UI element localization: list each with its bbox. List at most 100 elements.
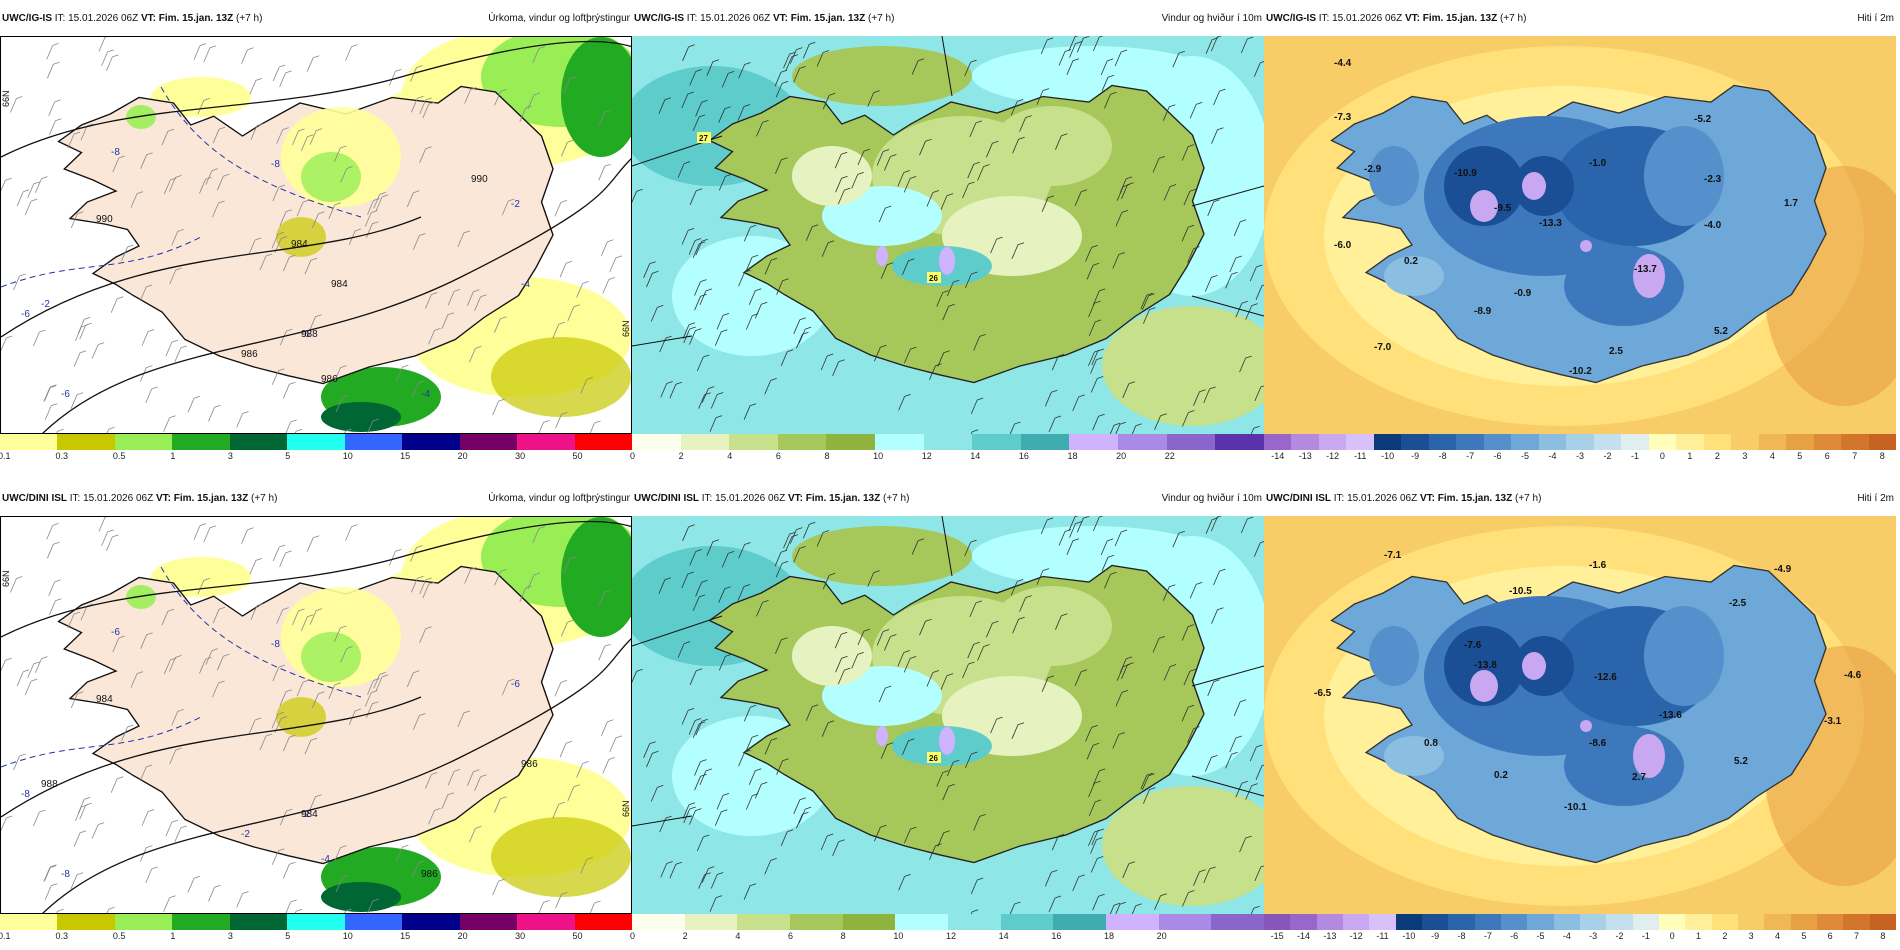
map-area[interactable]: -7.1 -1.6 -4.9 -10.5 -2.5 -7.6 -13.8 -12.6 -4.6 -… [1264,516,1896,914]
legend-swatch [1868,434,1897,450]
temp-value-label: -7.1 [1384,550,1402,561]
map-area[interactable]: -6 -8 -8 -8 -2 -6 988 986 986 984 984 -4 -2 66N 66N [0,516,632,914]
model-name: UWC/DINI ISL [634,492,699,504]
legend-tick: -11 [1376,931,1389,941]
map-area[interactable]: 27 26 [632,36,1264,434]
lead-time: (+7 h) [883,492,910,504]
legend-tick: 8 [840,931,846,941]
legend-swatch [1483,434,1512,450]
contour-label: -4 [321,854,330,865]
temp-value-label: 0.2 [1404,256,1418,267]
legend-swatch [1421,914,1449,930]
legend-tick: 7 [1852,451,1858,461]
legend-color-bar [0,914,632,930]
legend-tick: 0 [1669,931,1675,941]
temp-value-label: -7.0 [1374,342,1392,353]
map-panel: UWC/IG-IS IT: 15.01.2026 06Z VT: Fim. 15… [0,0,632,465]
contour-label: 986 [241,349,258,360]
contour-label: -6 [111,627,120,638]
legend-swatch [1053,914,1107,930]
legend-tick: 7 [1853,931,1860,941]
legend-tick: 4 [1774,931,1781,941]
run-prefix: IT: [69,492,81,504]
color-legend: 0.1 0.3 0.5 1 3 5 10 15 20 30 50 [0,914,632,944]
legend-swatch [1737,914,1765,930]
contour-label: 984 [291,239,308,250]
legend-tick: 10 [342,931,353,941]
run-time: 15.01.2026 06Z [700,12,771,24]
temp-value-label: -4.0 [1704,220,1722,231]
legend-tick: 5 [1797,451,1803,461]
legend-ticks: -14 -13 -12 -11 -10 -9 -8 -7 -6 -5 -4 -3 -2 -1 0 1 2 3 4 5 6… [1264,451,1896,463]
contour-label: 990 [471,174,488,185]
run-info: UWC/IG-IS IT: 15.01.2026 06Z VT: Fim. 15… [634,13,894,24]
legend-tick: 3 [227,451,233,461]
legend-swatch [344,434,403,450]
legend-swatch [1711,914,1738,930]
valid-prefix: VT: [1419,492,1435,504]
legend-tick: 1 [170,931,176,941]
legend-tick: 4 [727,451,733,461]
legend-tick: 3 [1748,931,1754,941]
legend-tick: 2 [1722,931,1728,941]
legend-tick: 10 [893,931,904,941]
legend-swatch [172,914,230,930]
legend-swatch [1395,914,1422,930]
lat-axis-label: 66N [1,570,11,587]
legend-tick: 6 [1827,931,1833,941]
legend-swatch [790,914,843,930]
legend-swatch [1843,914,1870,930]
run-prefix: IT: [686,12,698,24]
legend-tick: 5 [1801,931,1807,941]
legend-tick: 1 [1695,931,1702,941]
map-area[interactable]: -4.4 -7.3 -2.9 -10.9 -9.5 -13.3 -1.0 -5.2 -2.3 1.… [1264,36,1896,434]
legend-swatch [1166,434,1216,450]
legend-tick: 8 [1880,931,1886,941]
legend-color-bar [1264,434,1897,450]
contour-label: -6 [21,309,30,320]
legend-tick: 14 [970,451,981,461]
legend-tick: -9 [1431,931,1440,941]
legend-swatch [0,434,58,450]
legend-tick: -3 [1589,931,1598,941]
legend-tick: 30 [515,931,526,941]
legend-swatch [459,914,518,930]
legend-swatch [972,434,1021,450]
legend-swatch [777,434,827,450]
legend-swatch [1020,434,1070,450]
contour-label: 984 [331,279,348,290]
temp-value-label: -8.9 [1474,306,1492,317]
legend-tick: -13 [1298,451,1312,461]
legend-swatch [1401,434,1429,450]
contour-label: -8 [271,159,280,170]
field-title: Vindur og hviður í 10m [1161,492,1262,504]
panel-header: UWC/DINI ISL IT: 15.01.2026 06Z VT: Fim.… [632,480,1264,516]
map-area[interactable]: -8 -8 -6 -6 -6 -2 -2 -4 -4 990 988 986 986 990 984 984 6… [0,36,632,434]
legend-tick: 10 [342,451,353,461]
temp-value-label: -5.2 [1694,114,1712,125]
model-name: UWC/IG-IS [2,12,52,24]
legend-tick: 2 [678,451,684,461]
legend-swatch [895,914,949,930]
legend-tick: 14 [998,931,1009,941]
legend-tick: 0.1 [0,931,11,941]
legend-swatch [729,434,778,450]
map-area[interactable]: 26 [632,516,1264,914]
legend-tick: -15 [1270,931,1284,941]
valid-time: Fim. 15.jan. 13Z [158,12,234,24]
run-time: 15.01.2026 06Z [1332,12,1403,24]
legend-swatch [684,914,738,930]
legend-swatch [114,434,173,450]
legend-tick: 0 [630,451,636,461]
temp-value-label: 0.8 [1424,738,1438,749]
contour-label: -8 [61,869,70,880]
legend-tick: 3 [227,931,233,941]
legend-tick: 16 [1018,451,1029,461]
contour-label: -8 [111,147,120,158]
legend-tick: 5 [285,931,291,941]
legend-ticks: 0.1 0.3 0.5 1 3 5 10 15 20 30 50 [0,451,632,463]
legend-tick: -1 [1641,931,1650,941]
contour-label: -8 [21,789,30,800]
legend-swatch [680,434,730,450]
legend-tick: 20 [457,451,468,461]
